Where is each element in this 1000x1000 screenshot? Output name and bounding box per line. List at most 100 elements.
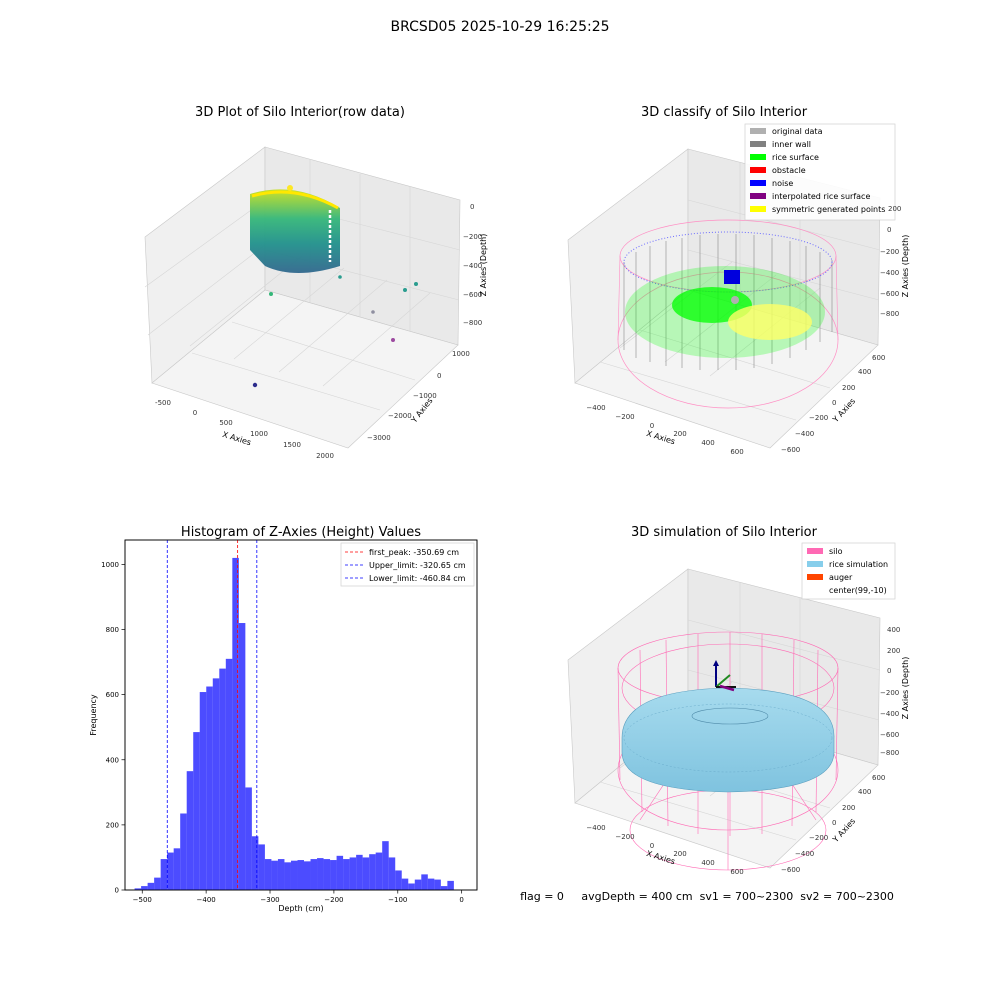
histogram-bar [317, 858, 324, 890]
panel-raw-data: 3D Plot of Silo Interior(row data) [144, 105, 488, 460]
x-tick-label: 0 [459, 896, 463, 904]
histogram-bar [147, 882, 155, 890]
z-tick-label: 200 [887, 647, 900, 655]
panel-classify-title: 3D classify of Silo Interior [641, 105, 808, 120]
histogram-bar [323, 859, 331, 890]
histogram-bar [297, 860, 305, 890]
y-tick-label: 600 [106, 691, 119, 699]
x-tick-label: −200 [615, 833, 634, 841]
histogram-bar [251, 836, 259, 890]
z-tick-label: 0 [470, 203, 474, 211]
x-tick-label: −400 [586, 404, 605, 412]
histogram-bar [356, 854, 363, 890]
histogram-bars [134, 557, 454, 890]
legend-label: symmetric generated points [772, 205, 885, 214]
x-tick-label: 1000 [250, 430, 268, 438]
legend-label: Lower_limit: -460.84 cm [369, 574, 466, 583]
x-tick-label: −100 [388, 896, 407, 904]
histogram-title: Histogram of Z-Axies (Height) Values [181, 525, 421, 540]
histogram-bar [219, 668, 226, 890]
z-tick-label: −600 [463, 291, 482, 299]
histogram-bar [134, 888, 142, 890]
x-tick-label: −400 [586, 824, 605, 832]
z-tick-label: −800 [463, 319, 482, 327]
legend-swatch [750, 128, 766, 134]
histogram-bar [186, 771, 194, 890]
z-tick-label: −200 [463, 233, 482, 241]
z-tick-label: −800 [880, 310, 899, 318]
legend-label: rice surface [772, 153, 819, 162]
histogram-bar [173, 848, 181, 890]
y-axis-label: Y Axies [409, 396, 435, 425]
histogram-bar [290, 860, 298, 890]
legend-label: interpolated rice surface [772, 192, 870, 201]
z-tick-label: −600 [880, 731, 899, 739]
y-tick-label: −3000 [367, 434, 391, 442]
x-tick-label: −400 [197, 896, 216, 904]
legend-label: obstacle [772, 166, 806, 175]
legend-swatch [750, 206, 766, 212]
y-tick-label: 200 [842, 804, 855, 812]
x-tick-label: 600 [730, 448, 743, 456]
histogram-bar [271, 860, 278, 890]
histogram-bar [167, 852, 174, 890]
histogram-bar [141, 886, 148, 890]
histogram-bar [310, 859, 318, 890]
histogram-bar [225, 658, 233, 890]
plot-area [124, 539, 478, 891]
histogram-bar [401, 878, 409, 890]
status-line: flag = 0 avgDepth = 400 cm sv1 = 700~230… [520, 890, 894, 903]
z-tick-label: 200 [888, 205, 901, 213]
histogram-bar [427, 878, 435, 890]
x-tick-label: 1500 [283, 441, 301, 449]
z-tick-label: −200 [880, 689, 899, 697]
legend-swatch [807, 574, 823, 580]
histogram-bar [180, 813, 187, 890]
x-axis-label: X Axies [645, 849, 676, 866]
x-tick-label: 200 [673, 430, 686, 438]
rice-simulation-surface [621, 687, 835, 793]
z-tick-label: −400 [880, 269, 899, 277]
histogram-bar [382, 841, 389, 890]
histogram-bar [395, 870, 402, 890]
y-tick-label: 200 [106, 821, 119, 829]
y-tick-label: 600 [872, 774, 885, 782]
simulation-legend: silo rice simulation auger center(99,-10… [801, 542, 896, 600]
histogram-bar [440, 886, 448, 890]
z-tick-label: −600 [880, 290, 899, 298]
legend-label: noise [772, 179, 793, 188]
raw-point-cloud [250, 185, 418, 388]
histogram-bar [160, 859, 168, 890]
x-tick-label: 200 [673, 850, 686, 858]
legend-swatch [807, 548, 823, 554]
x-tick-label: −300 [260, 896, 279, 904]
histogram-bar [434, 879, 441, 890]
y-tick-label: −600 [781, 446, 800, 454]
classify-legend: original data inner wall rice surface ob… [744, 123, 896, 221]
x-tick-label: 0 [650, 842, 654, 850]
x-tick-label: −500 [133, 896, 152, 904]
histogram-vlines [166, 540, 258, 890]
histogram-legend: first_peak: -350.69 cm Upper_limit: -320… [340, 542, 475, 587]
y-tick-label: −400 [795, 850, 814, 858]
panel-classify: 3D classify of Silo Interior [567, 105, 910, 456]
legend-label: center(99,-10) [829, 586, 887, 595]
panel-simulation: 3D simulation of Silo Interior [567, 525, 910, 876]
y-tick-label: −200 [809, 834, 828, 842]
histogram-bar [212, 678, 220, 890]
y-tick-label: −200 [809, 414, 828, 422]
z-tick-label: 400 [887, 626, 900, 634]
histogram-bar [414, 879, 422, 890]
z-tick-label: −800 [880, 749, 899, 757]
z-tick-label: −400 [880, 710, 899, 718]
histogram-bar [408, 883, 415, 890]
histogram-bar [232, 557, 239, 890]
histogram-bar [199, 692, 207, 890]
x-tick-label: 500 [219, 419, 232, 427]
histogram-bar [277, 859, 285, 890]
y-ticks: 0 200 400 600 800 1000 [101, 561, 125, 895]
histogram-bar [375, 852, 383, 890]
z-tick-label: −400 [463, 262, 482, 270]
panel-raw-title: 3D Plot of Silo Interior(row data) [195, 105, 405, 120]
legend-label: original data [772, 127, 823, 136]
